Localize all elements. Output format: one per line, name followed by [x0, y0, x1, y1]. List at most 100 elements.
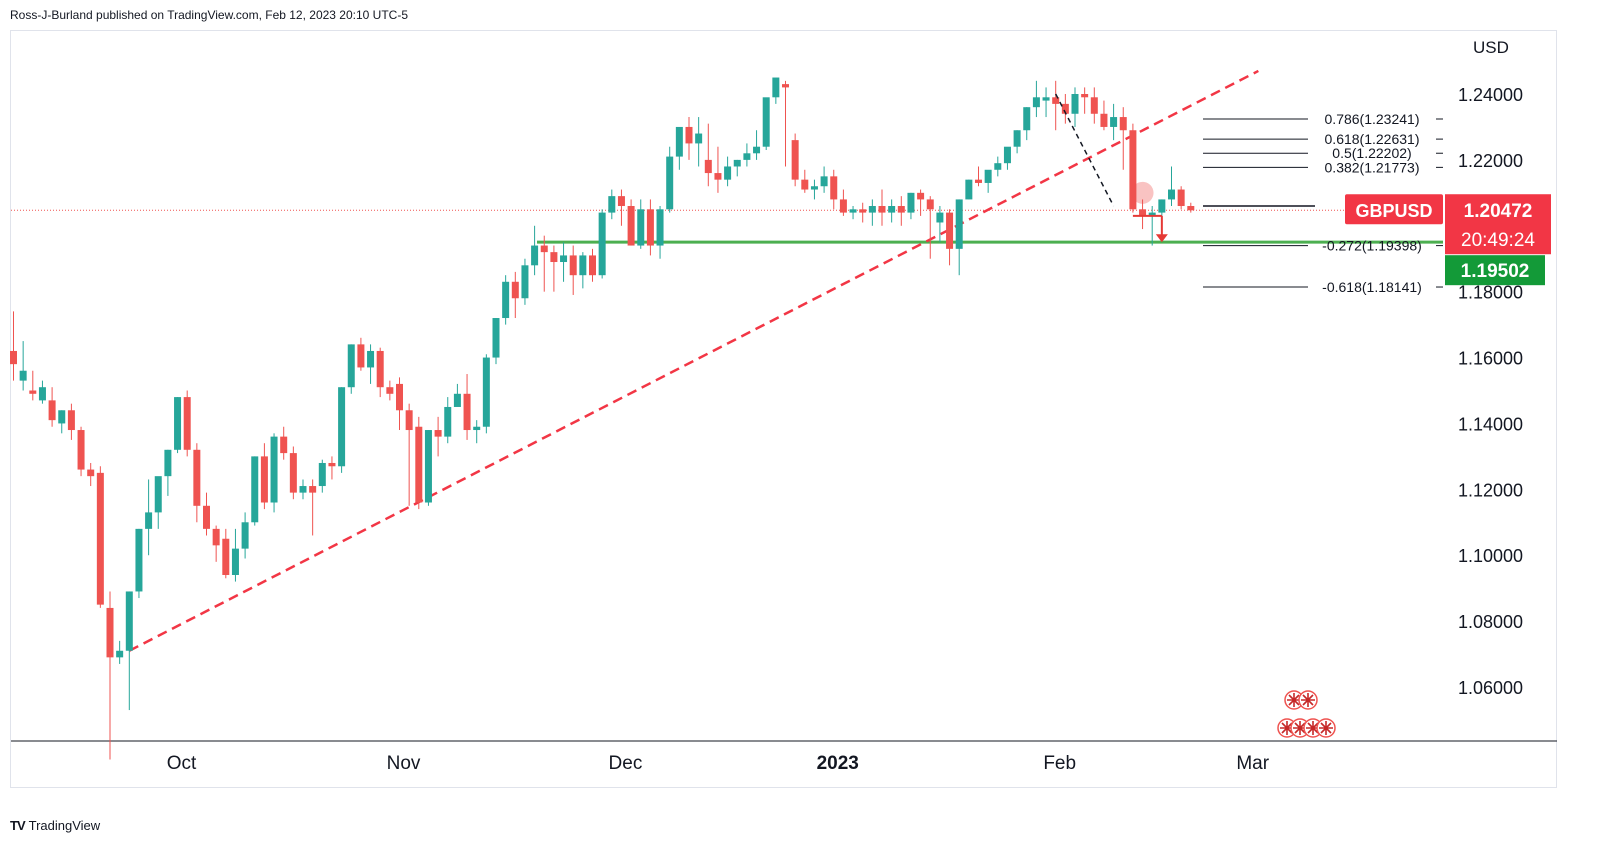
candle-body — [540, 245, 548, 253]
flag-cross-icon — [1287, 693, 1301, 707]
last-price-badge — [1445, 194, 1551, 255]
candle-body — [222, 538, 230, 575]
y-tick-label: 1.18000 — [1458, 283, 1523, 303]
candle-body — [897, 206, 905, 213]
candle-body — [492, 318, 500, 358]
candle-body — [1061, 103, 1069, 114]
y-tick-label: 1.06000 — [1458, 678, 1523, 698]
candle-body — [482, 357, 490, 427]
candle-body — [386, 387, 394, 394]
candle-body — [106, 607, 114, 658]
candle-body — [646, 209, 654, 246]
candle-body — [917, 192, 925, 200]
x-tick-label: Mar — [1236, 753, 1269, 774]
candle-body — [135, 528, 143, 592]
candle-body — [569, 255, 577, 276]
candle-body — [96, 472, 104, 605]
support-price-label: 1.19502 — [1461, 261, 1530, 282]
candle-body — [328, 462, 336, 467]
candle-body — [733, 159, 741, 167]
y-tick-label: 1.14000 — [1458, 414, 1523, 434]
candle-body — [212, 528, 220, 546]
fib-level-label: -0.618(1.18141) — [1322, 279, 1422, 295]
candle-body — [521, 265, 529, 299]
candle-body — [1052, 97, 1060, 104]
x-tick-label: 2023 — [817, 753, 859, 774]
candle-body — [338, 387, 346, 467]
candle-body — [299, 486, 307, 493]
candle-body — [839, 199, 847, 213]
candle-body — [531, 245, 539, 266]
candle-body — [1081, 94, 1089, 98]
candle-body — [318, 462, 326, 487]
candle-body — [830, 176, 838, 200]
candles-group — [10, 77, 1195, 760]
candle-body — [975, 179, 982, 183]
forecast-arrow-head — [1155, 234, 1168, 243]
candle-body — [656, 209, 664, 246]
flag-cross-icon — [1306, 721, 1320, 735]
candle-body — [116, 650, 124, 658]
fib-swing-line — [1055, 93, 1115, 207]
last-price-label: 1.20472 — [1464, 201, 1533, 222]
candle-body — [396, 383, 403, 411]
candle-body — [29, 390, 37, 394]
candle-body — [685, 126, 693, 144]
candle-body — [1032, 97, 1040, 108]
candle-body — [58, 410, 66, 424]
y-tick-label: 1.12000 — [1458, 480, 1523, 500]
flag-cross-icon — [1319, 721, 1333, 735]
candle-body — [926, 199, 934, 210]
countdown-label: 20:49:24 — [1461, 230, 1535, 251]
candle-body — [820, 176, 828, 187]
tradingview-brand[interactable]: TV TradingView — [10, 818, 100, 833]
brand-name: TradingView — [28, 818, 101, 833]
candle-body — [1139, 209, 1147, 216]
candle-body — [376, 350, 384, 388]
candle-body — [627, 206, 635, 246]
candle-body — [1100, 113, 1108, 127]
candle-body — [453, 393, 461, 407]
fib-level-label: 0.5(1.22202) — [1332, 145, 1411, 161]
candle-body — [164, 449, 172, 477]
candle-body — [174, 397, 182, 450]
fib-level-label: 0.618(1.22631) — [1325, 131, 1420, 147]
candle-body — [48, 400, 56, 421]
candle-body — [984, 169, 992, 183]
candle-body — [714, 173, 722, 180]
highlight-circle — [1131, 181, 1154, 204]
candle-body — [367, 350, 375, 368]
candle-body — [1110, 117, 1118, 127]
candle-body — [791, 140, 799, 180]
candle-body — [724, 166, 732, 180]
y-tick-label: 1.08000 — [1458, 612, 1523, 632]
candle-body — [405, 410, 413, 431]
candle-body — [145, 512, 153, 529]
candle-body — [598, 212, 606, 276]
candle-body — [550, 252, 558, 263]
candle-body — [859, 209, 867, 213]
candle-body — [125, 591, 133, 651]
candle-body — [415, 426, 423, 503]
candle-body — [19, 370, 27, 381]
flag-cross-icon — [1293, 721, 1307, 735]
candle-body — [965, 179, 973, 200]
symbol-badge — [1345, 194, 1443, 225]
candle-body — [762, 97, 770, 147]
x-tick-label: Nov — [387, 753, 421, 774]
tradingview-logo-icon: TV — [10, 818, 26, 833]
y-tick-label: 1.24000 — [1458, 85, 1523, 105]
candle-body — [1119, 117, 1127, 131]
publisher-caption: Ross-J-Burland published on TradingView.… — [10, 8, 408, 22]
fib-level-label: 0.382(1.21773) — [1325, 159, 1420, 175]
flag-cross-icon — [1280, 721, 1294, 735]
candle-body — [67, 410, 75, 431]
candle-body — [183, 397, 191, 450]
candle-body — [434, 430, 442, 437]
candle-body — [878, 206, 886, 213]
candle-body — [743, 153, 751, 160]
symbol-label: GBPUSD — [1355, 201, 1432, 221]
candle-body — [936, 212, 944, 223]
candle-body — [801, 179, 809, 190]
